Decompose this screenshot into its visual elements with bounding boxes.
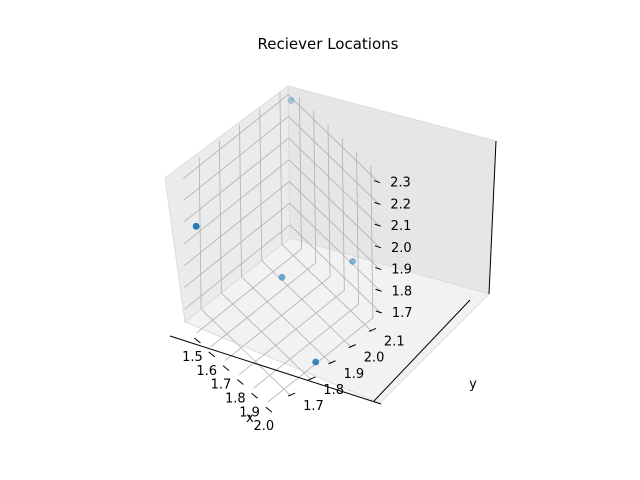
x-axis-label: x [246, 411, 254, 426]
y-tick-label: 1.7 [303, 399, 324, 414]
z-gridline-left [183, 137, 289, 223]
data-point [192, 222, 200, 230]
x-axis-line [169, 335, 382, 405]
y-tick-mark [308, 376, 316, 381]
z-tick-label: 1.8 [392, 284, 413, 299]
z-tick-label: 1.7 [392, 306, 413, 321]
z-gridline-back [287, 94, 379, 182]
z-gridline-back [288, 181, 380, 269]
y-axis-label: y [469, 377, 477, 392]
z-tick-label: 1.9 [391, 263, 412, 278]
data-points [192, 97, 357, 366]
x-tick-label: 2.0 [254, 419, 275, 434]
grid-lines [182, 92, 381, 403]
y-gridline-wall [259, 108, 263, 261]
data-point [349, 257, 357, 265]
z-tick-label: 2.1 [391, 219, 412, 234]
x-gridline-wall [299, 97, 302, 250]
y-axis-line [373, 299, 471, 402]
z-tick-label: 2.2 [390, 197, 411, 212]
y-tick-label: 2.1 [384, 334, 405, 349]
x-tick-label: 1.6 [196, 364, 217, 379]
z-tick-mark [373, 180, 381, 184]
y-gridline-wall [279, 92, 283, 245]
z-tick-mark [375, 267, 382, 271]
x-gridline-wall [327, 124, 331, 277]
data-point [312, 358, 320, 366]
z-tick-mark [375, 288, 382, 292]
data-point [278, 273, 286, 281]
z-gridline-left [182, 94, 289, 179]
x-tick-label: 1.9 [239, 405, 260, 420]
x-tick-mark [236, 379, 244, 385]
y-gridline-floor [261, 260, 353, 348]
z-gridline-back [288, 159, 380, 248]
y-tick-mark [368, 328, 377, 332]
z-gridline-left [184, 224, 291, 310]
z-tick-mark [374, 245, 382, 249]
x-tick-label: 1.5 [182, 350, 203, 365]
tick-labels: 1.51.61.71.81.92.01.71.81.92.02.11.71.81… [182, 176, 412, 434]
x-gridline-floor [253, 303, 359, 389]
x-tick-label: 1.7 [211, 378, 232, 393]
y-gridline-floor [221, 292, 312, 381]
x-gridline-floor [210, 262, 316, 348]
y-tick-mark [328, 360, 336, 365]
y-tick-label: 2.0 [364, 351, 385, 366]
z-gridline-back [289, 224, 381, 313]
x-gridline-floor [239, 290, 345, 375]
z-tick-mark [375, 310, 382, 314]
z-gridline-left [184, 202, 290, 288]
z-gridline-left [183, 116, 289, 201]
axes [169, 140, 497, 405]
y-gridline-wall [198, 157, 202, 310]
z-axis-line [488, 140, 497, 295]
x-gridline-wall [313, 110, 317, 263]
y-gridline-floor [241, 276, 332, 365]
x-tick-mark [194, 337, 201, 344]
y-gridline-floor [200, 308, 292, 397]
x-tick-mark [265, 406, 273, 413]
x-tick-mark [222, 365, 230, 372]
x-gridline-floor [196, 248, 302, 334]
z-gridline-left [184, 181, 290, 266]
z-gridline-left [183, 159, 290, 245]
z-tick-mark [374, 223, 381, 227]
y-tick-label: 1.8 [323, 383, 344, 398]
z-gridline-back [289, 202, 380, 291]
x-tick-label: 1.8 [225, 391, 246, 406]
x-gridline-wall [341, 138, 345, 291]
z-tick-label: 2.3 [390, 176, 411, 191]
x-tick-mark [251, 392, 258, 399]
x-gridline-floor [224, 276, 331, 361]
x-gridline-wall [356, 152, 359, 305]
y-gridline-floor [281, 244, 373, 332]
z-tick-label: 2.0 [391, 241, 412, 256]
x-tick-mark [208, 351, 216, 358]
y-tick-label: 1.9 [344, 367, 365, 382]
z-tick-mark [374, 201, 381, 205]
z-gridline-back [288, 137, 379, 226]
y-gridline-wall [239, 124, 242, 277]
z-gridline-back [288, 116, 379, 204]
x-gridline-wall [370, 166, 374, 319]
y-tick-mark [348, 344, 356, 349]
data-point [287, 97, 295, 104]
y-tick-mark [287, 392, 296, 397]
y-gridline-wall [218, 140, 222, 293]
x-gridline-floor [267, 317, 374, 403]
chart-title: Reciever Locations [258, 35, 399, 53]
